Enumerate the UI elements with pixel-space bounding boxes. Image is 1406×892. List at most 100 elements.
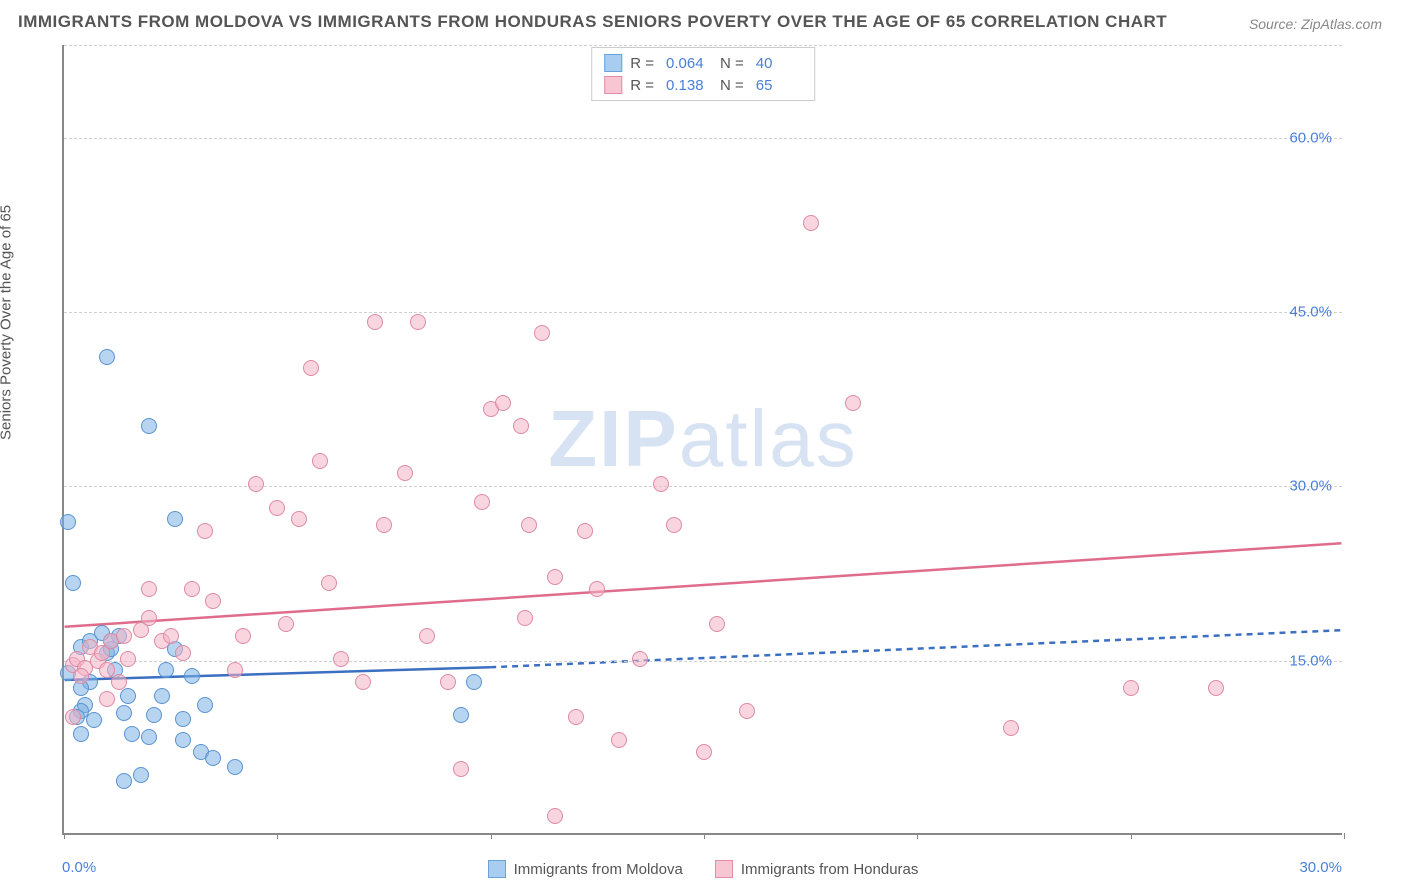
data-point — [696, 744, 712, 760]
data-point — [141, 610, 157, 626]
data-point — [521, 517, 537, 533]
y-axis-label: Seniors Poverty Over the Age of 65 — [0, 205, 15, 440]
legend-stats-row: R = 0.064 N = 40 — [604, 52, 802, 74]
data-point — [73, 726, 89, 742]
data-point — [312, 453, 328, 469]
data-point — [175, 711, 191, 727]
data-point — [568, 709, 584, 725]
watermark-thin: atlas — [679, 394, 858, 483]
data-point — [116, 773, 132, 789]
legend-label: Immigrants from Moldova — [514, 861, 683, 878]
data-point — [133, 767, 149, 783]
data-point — [453, 707, 469, 723]
data-point — [65, 575, 81, 591]
chart-title: IMMIGRANTS FROM MOLDOVA VS IMMIGRANTS FR… — [18, 12, 1167, 32]
stat-label: N = — [720, 77, 744, 94]
data-point — [367, 314, 383, 330]
stat-label: R = — [630, 55, 654, 72]
data-point — [474, 494, 490, 510]
y-tick-label: 30.0% — [1289, 478, 1332, 495]
data-point — [184, 668, 200, 684]
data-point — [321, 575, 337, 591]
x-tick-mark — [491, 833, 492, 839]
data-point — [65, 709, 81, 725]
data-point — [419, 628, 435, 644]
chart-container: IMMIGRANTS FROM MOLDOVA VS IMMIGRANTS FR… — [0, 0, 1406, 892]
legend-label: Immigrants from Honduras — [741, 861, 919, 878]
stat-value: 0.138 — [666, 77, 712, 94]
data-point — [333, 651, 349, 667]
data-point — [845, 395, 861, 411]
data-point — [410, 314, 426, 330]
data-point — [227, 759, 243, 775]
data-point — [60, 514, 76, 530]
data-point — [167, 511, 183, 527]
data-point — [376, 517, 392, 533]
data-point — [653, 476, 669, 492]
data-point — [517, 610, 533, 626]
watermark: ZIPatlas — [548, 393, 857, 485]
data-point — [803, 215, 819, 231]
data-point — [278, 616, 294, 632]
data-point — [397, 465, 413, 481]
data-point — [739, 703, 755, 719]
data-point — [116, 628, 132, 644]
stat-value: 40 — [756, 55, 802, 72]
legend-stats-row: R = 0.138 N = 65 — [604, 74, 802, 96]
watermark-bold: ZIP — [548, 394, 678, 483]
swatch-icon — [715, 860, 733, 878]
y-tick-label: 15.0% — [1289, 652, 1332, 669]
data-point — [513, 418, 529, 434]
swatch-icon — [488, 860, 506, 878]
data-point — [355, 674, 371, 690]
data-point — [99, 691, 115, 707]
y-tick-label: 60.0% — [1289, 129, 1332, 146]
grid-line — [64, 312, 1342, 313]
data-point — [146, 707, 162, 723]
stat-label: N = — [720, 55, 744, 72]
grid-line — [64, 45, 1342, 46]
stat-value: 65 — [756, 77, 802, 94]
data-point — [73, 668, 89, 684]
legend-series: Immigrants from Moldova Immigrants from … — [0, 860, 1406, 878]
data-point — [111, 674, 127, 690]
data-point — [269, 500, 285, 516]
data-point — [666, 517, 682, 533]
data-point — [141, 581, 157, 597]
data-point — [495, 395, 511, 411]
swatch-icon — [604, 54, 622, 72]
grid-line — [64, 661, 1342, 662]
data-point — [86, 712, 102, 728]
data-point — [141, 729, 157, 745]
chart-plot-area: ZIPatlas R = 0.064 N = 40 R = 0.138 N = … — [62, 45, 1342, 835]
data-point — [709, 616, 725, 632]
data-point — [466, 674, 482, 690]
data-point — [124, 726, 140, 742]
data-point — [291, 511, 307, 527]
data-point — [1123, 680, 1139, 696]
x-tick-mark — [64, 833, 65, 839]
data-point — [154, 688, 170, 704]
data-point — [197, 523, 213, 539]
legend-item: Immigrants from Honduras — [715, 860, 919, 878]
swatch-icon — [604, 76, 622, 94]
source-label: Source: ZipAtlas.com — [1249, 16, 1382, 32]
data-point — [184, 581, 200, 597]
x-tick-mark — [1344, 833, 1345, 839]
stat-label: R = — [630, 77, 654, 94]
data-point — [1003, 720, 1019, 736]
data-point — [205, 593, 221, 609]
data-point — [163, 628, 179, 644]
x-tick-mark — [1131, 833, 1132, 839]
x-tick-mark — [277, 833, 278, 839]
data-point — [547, 808, 563, 824]
data-point — [227, 662, 243, 678]
data-point — [440, 674, 456, 690]
y-tick-label: 45.0% — [1289, 304, 1332, 321]
data-point — [534, 325, 550, 341]
data-point — [547, 569, 563, 585]
data-point — [248, 476, 264, 492]
data-point — [589, 581, 605, 597]
legend-stats: R = 0.064 N = 40 R = 0.138 N = 65 — [591, 47, 815, 101]
data-point — [175, 732, 191, 748]
